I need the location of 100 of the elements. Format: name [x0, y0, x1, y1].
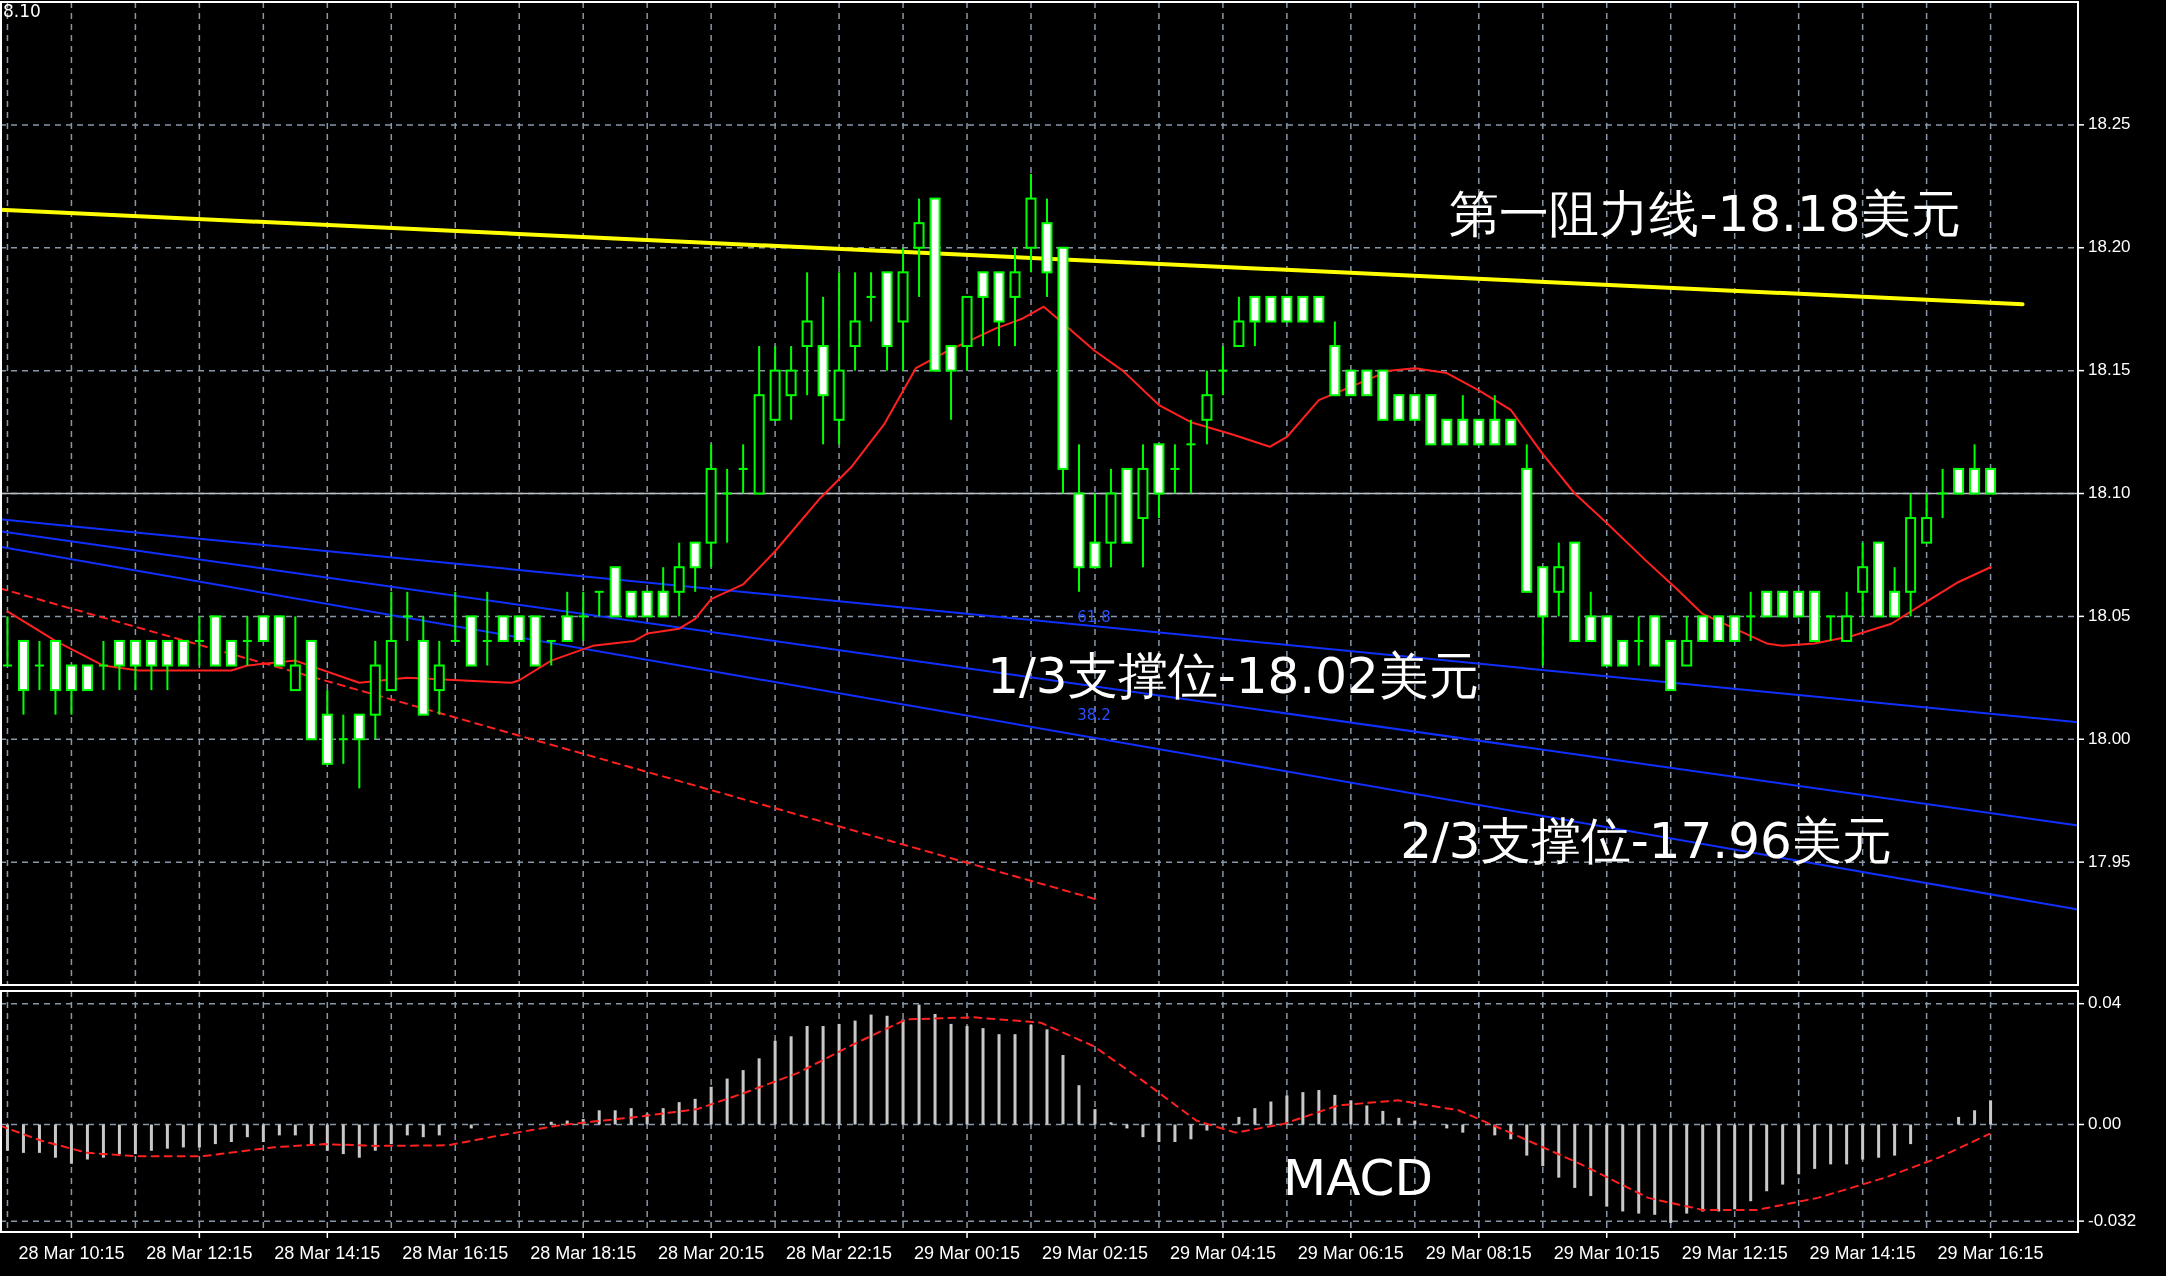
- annotation: 61.8: [1077, 607, 1111, 626]
- bar: [1893, 1124, 1897, 1156]
- bar: [165, 1124, 169, 1149]
- bar: [1541, 1124, 1545, 1167]
- x-tick-label: 28 Mar 10:15: [18, 1243, 125, 1263]
- annotation: 第一阻力线-18.18美元: [1449, 184, 1961, 243]
- bar: [1957, 1116, 1961, 1125]
- x-tick-label: 29 Mar 12:15: [1681, 1243, 1788, 1263]
- bar: [1621, 1124, 1625, 1212]
- bar: [1013, 1034, 1017, 1125]
- bar: [469, 1124, 473, 1129]
- bar: [197, 1124, 201, 1148]
- x-tick-label: 28 Mar 16:15: [402, 1243, 509, 1263]
- bar: [1237, 1116, 1241, 1125]
- candlestick: [1218, 345, 1228, 397]
- x-tick-label: 28 Mar 22:15: [786, 1243, 893, 1263]
- bar: [117, 1124, 121, 1155]
- bar: [1317, 1090, 1321, 1125]
- bar: [965, 1026, 969, 1125]
- bar: [1637, 1124, 1641, 1214]
- bar: [1173, 1124, 1177, 1143]
- bar: [1829, 1124, 1833, 1165]
- bar: [1749, 1124, 1753, 1202]
- bar: [1333, 1094, 1337, 1125]
- x-tick-label: 29 Mar 02:15: [1041, 1243, 1149, 1263]
- bar: [1701, 1124, 1705, 1212]
- candlestick: [2, 615, 12, 667]
- bar: [21, 1124, 25, 1153]
- bar: [1525, 1124, 1529, 1156]
- y-tick-label: 17.95: [2088, 851, 2131, 871]
- bar: [661, 1108, 665, 1125]
- bar: [389, 1124, 393, 1145]
- bar: [1093, 1109, 1097, 1125]
- bar: [949, 1023, 953, 1125]
- bar: [1125, 1124, 1129, 1129]
- bar: [277, 1124, 281, 1136]
- bar: [1717, 1124, 1721, 1212]
- bar: [53, 1124, 57, 1158]
- x-tick-label: 29 Mar 00:15: [913, 1243, 1021, 1263]
- bar: [101, 1124, 105, 1158]
- candlestick: [1186, 418, 1196, 495]
- bar: [821, 1026, 825, 1125]
- candlestick: [242, 615, 252, 667]
- bar: [1909, 1124, 1913, 1145]
- bar: [1461, 1124, 1465, 1133]
- bar: [1861, 1124, 1865, 1160]
- candlestick: [1938, 467, 1948, 520]
- bar: [1189, 1124, 1193, 1140]
- candlestick: [594, 590, 604, 618]
- x-tick-label: 28 Mar 14:15: [274, 1243, 381, 1263]
- annotation: 38.2: [1077, 705, 1111, 724]
- x-tick-label: 29 Mar 16:15: [1937, 1243, 2044, 1263]
- bar: [213, 1124, 217, 1145]
- bar: [773, 1040, 777, 1125]
- bar: [981, 1028, 985, 1125]
- bar: [245, 1124, 249, 1138]
- bar: [1589, 1124, 1593, 1197]
- bar: [149, 1124, 153, 1151]
- bar: [309, 1124, 313, 1145]
- candlestick: [194, 615, 204, 667]
- bar: [693, 1098, 697, 1125]
- y-tick-label: 0.04: [2088, 993, 2122, 1013]
- annotation: 8.10: [3, 1, 41, 21]
- bar: [805, 1026, 809, 1125]
- candlestick: [738, 443, 748, 495]
- bar: [1669, 1124, 1673, 1223]
- bar: [677, 1102, 681, 1125]
- bar: [1797, 1124, 1801, 1175]
- bar: [709, 1086, 713, 1125]
- candlestick: [1826, 615, 1836, 642]
- bar: [1157, 1124, 1161, 1143]
- bar: [1397, 1117, 1401, 1125]
- annotation: MACD: [1283, 1148, 1433, 1207]
- bar: [437, 1124, 441, 1136]
- bar: [1029, 1024, 1033, 1125]
- bar: [1269, 1101, 1273, 1125]
- bar: [5, 1124, 9, 1151]
- bar: [1765, 1124, 1769, 1192]
- bar: [181, 1124, 185, 1148]
- bar: [1685, 1124, 1689, 1214]
- x-tick-label: 28 Mar 18:15: [530, 1243, 637, 1263]
- bar: [901, 1019, 905, 1125]
- bar: [997, 1034, 1001, 1125]
- bar: [373, 1124, 377, 1151]
- bar: [597, 1110, 601, 1125]
- y-tick-label: 18.05: [2088, 605, 2131, 625]
- x-tick-label: 28 Mar 12:15: [146, 1243, 253, 1263]
- bar: [1365, 1105, 1369, 1125]
- bar: [1973, 1110, 1977, 1125]
- bar: [1781, 1124, 1785, 1185]
- bar: [1045, 1029, 1049, 1125]
- bar: [1381, 1110, 1385, 1125]
- bar: [741, 1070, 745, 1125]
- bar: [1557, 1124, 1561, 1178]
- bar: [69, 1124, 73, 1164]
- candlestick: [450, 590, 460, 642]
- candlestick: [1634, 615, 1644, 667]
- candlestick: [338, 713, 348, 765]
- bar: [869, 1014, 873, 1125]
- bar: [757, 1058, 761, 1125]
